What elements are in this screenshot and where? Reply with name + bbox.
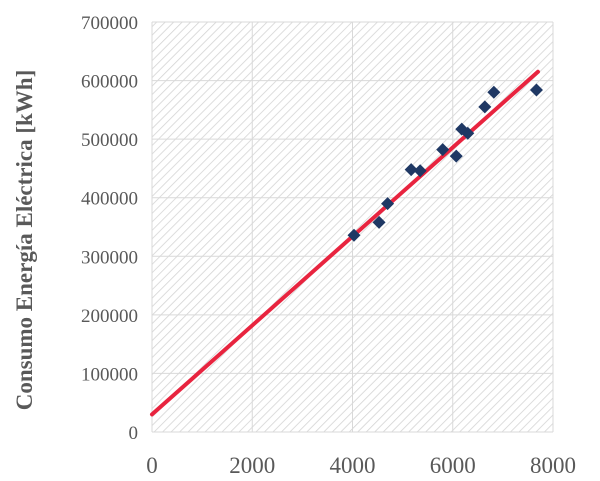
y-axis-label: Consumo Energía Eléctrica [kWh] — [12, 70, 37, 411]
y-tick-label-4: 400000 — [81, 189, 138, 210]
data-point-8 — [461, 126, 475, 140]
data-point-2 — [381, 197, 395, 211]
trendline — [150, 69, 540, 417]
data-point-11 — [529, 83, 543, 97]
data-point-0 — [347, 228, 361, 242]
y-axis-ticks: 0 100000 200000 300000 400000 500000 600000 700… — [81, 13, 138, 444]
y-tick-label-6: 600000 — [81, 72, 138, 93]
trendline-layer — [150, 69, 540, 417]
data-point-6 — [449, 149, 463, 163]
data-point-9 — [478, 100, 492, 114]
x-axis-ticks: 0 2000 4000 6000 8000 — [146, 453, 576, 478]
data-point-5 — [436, 143, 450, 157]
y-tick-label-5: 500000 — [81, 130, 138, 151]
x-tick-label-4: 8000 — [530, 453, 576, 478]
y-tick-label-3: 300000 — [81, 247, 138, 268]
x-tick-label-3: 6000 — [430, 453, 476, 478]
data-points — [347, 83, 543, 242]
y-tick-label-0: 0 — [129, 423, 139, 444]
gridlines — [151, 21, 554, 433]
y-tick-label-2: 200000 — [81, 306, 138, 327]
x-tick-label-0: 0 — [146, 453, 158, 478]
x-tick-label-2: 4000 — [330, 453, 376, 478]
data-point-1 — [372, 215, 386, 229]
y-tick-label-7: 700000 — [81, 13, 138, 34]
x-tick-label-1: 2000 — [229, 453, 275, 478]
data-point-4 — [413, 164, 427, 178]
data-point-3 — [404, 163, 418, 177]
data-point-10 — [487, 85, 501, 99]
y-tick-label-1: 100000 — [81, 364, 138, 385]
